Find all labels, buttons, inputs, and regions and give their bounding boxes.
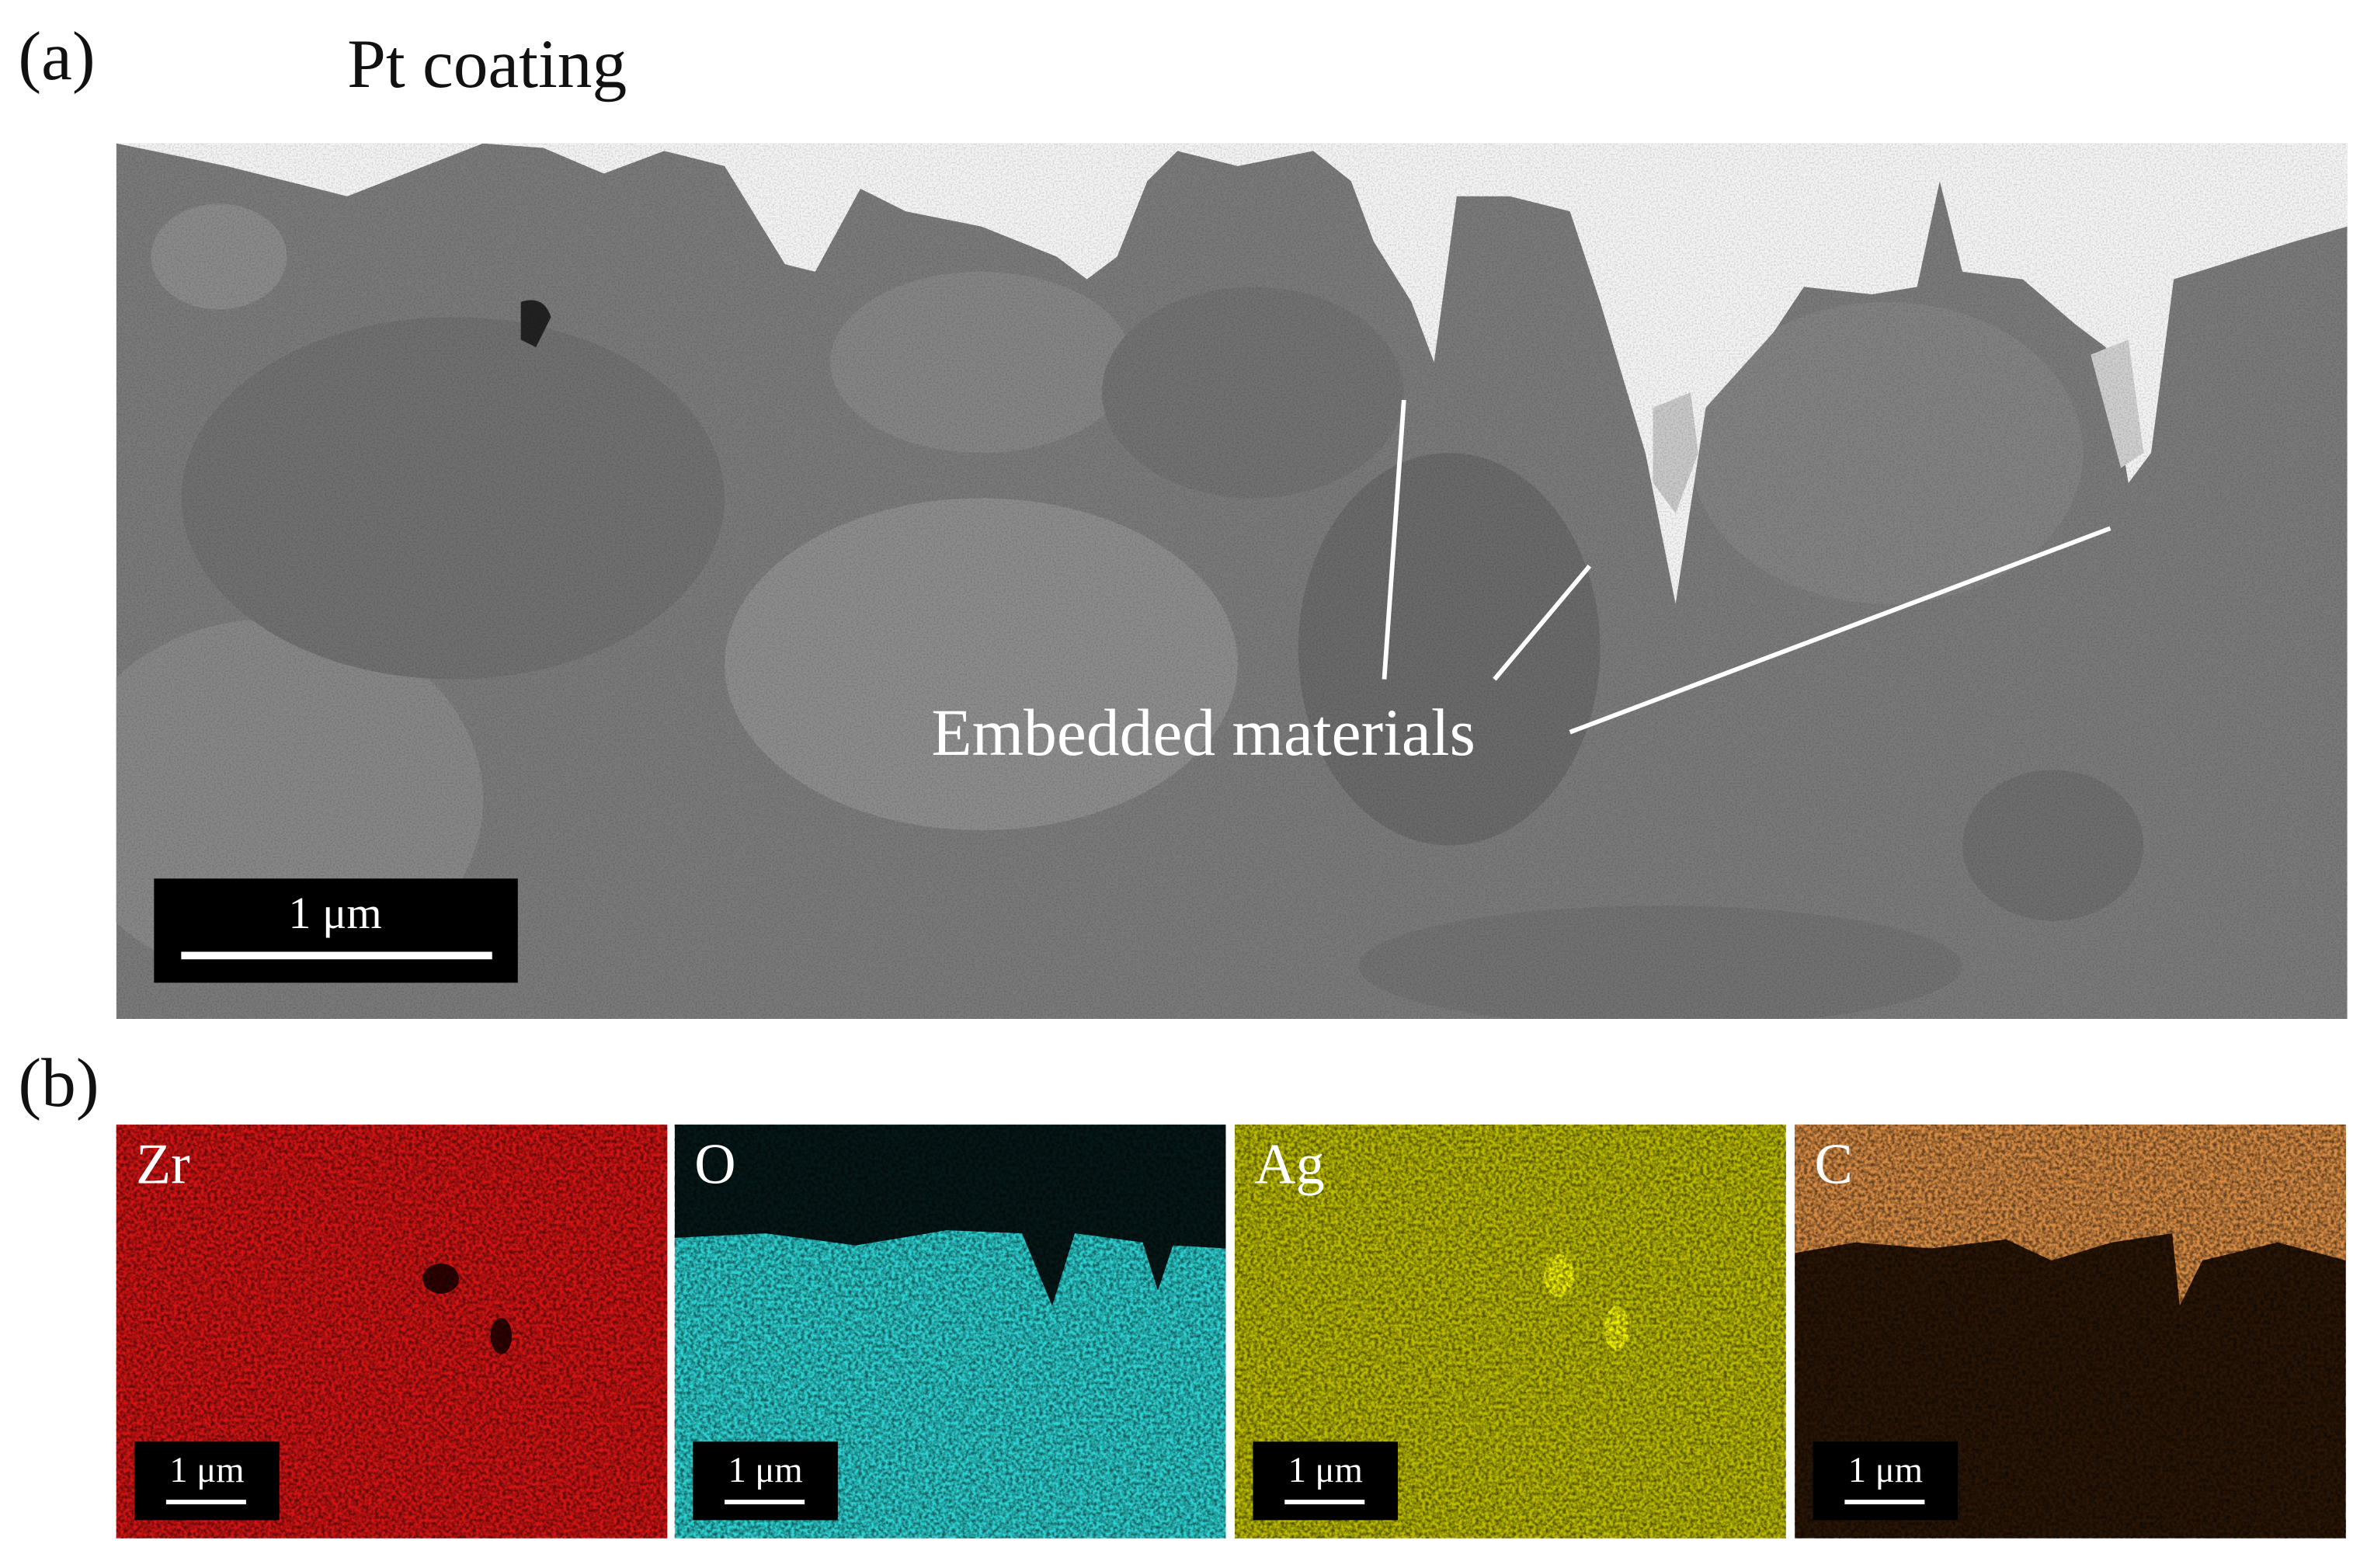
scale-bar-label: 1 μm — [1288, 1450, 1363, 1490]
sem-image — [116, 143, 2348, 1020]
scale-bar-box — [1253, 1441, 1399, 1521]
scale-bar-box — [134, 1441, 280, 1521]
scale-bar-box — [154, 878, 518, 983]
scale-bar-label: 1 μm — [288, 888, 381, 938]
scale-bar-box — [693, 1441, 838, 1521]
scale-bar-label: 1 μm — [1848, 1450, 1923, 1490]
element-label: Ag — [1254, 1132, 1324, 1195]
annotation: Embedded materials — [931, 697, 1475, 770]
element-map: Ag 1 μm — [1235, 1125, 1786, 1538]
element-label: Zr — [136, 1132, 190, 1195]
coating-label: Pt coating — [347, 26, 627, 103]
annotation-lines — [1382, 399, 2112, 735]
scale-bar-label: 1 μm — [169, 1450, 244, 1490]
element-label: O — [694, 1132, 735, 1195]
element-label: C — [1814, 1132, 1852, 1195]
element-map: C 1 μm — [1795, 1125, 2346, 1538]
element-map: Zr 1 μm — [116, 1125, 668, 1538]
scale-bar-box — [1813, 1441, 1959, 1521]
panel-label: (b) — [18, 1045, 99, 1121]
scale-bar-label: 1 μm — [728, 1450, 802, 1490]
element-map: O 1 μm — [674, 1125, 1226, 1538]
panel-label: (a) — [18, 18, 95, 95]
